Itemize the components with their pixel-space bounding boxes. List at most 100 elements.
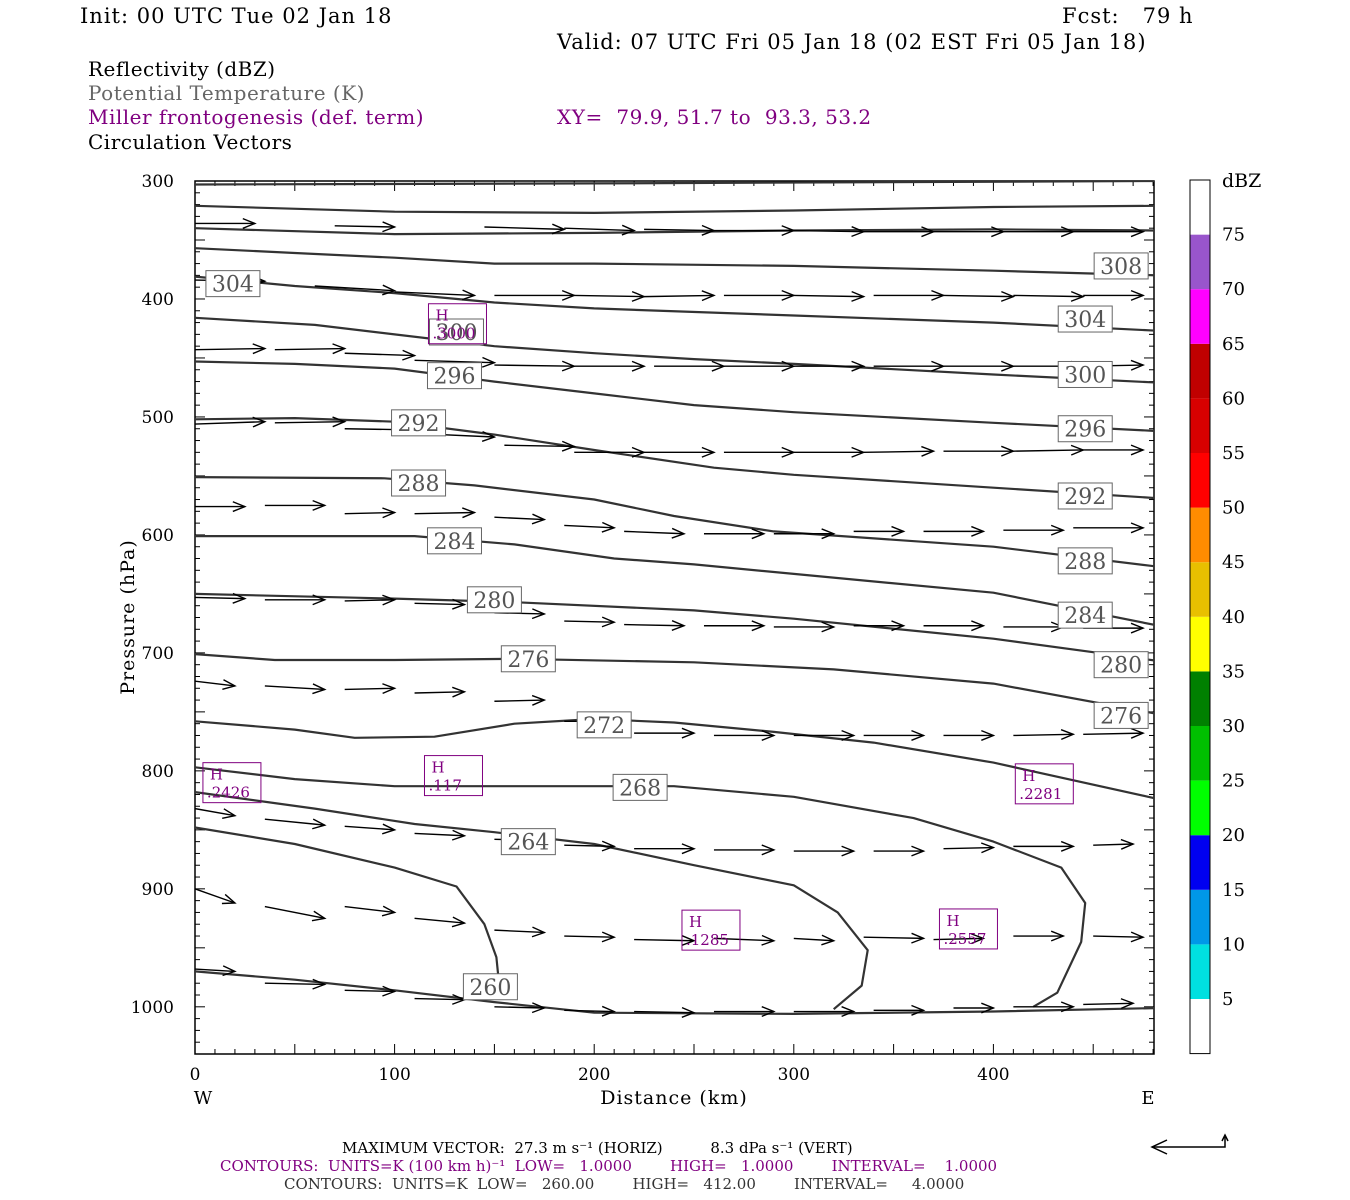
circulation-vector xyxy=(644,224,716,236)
circulation-vector xyxy=(644,446,716,458)
circulation-vector xyxy=(274,343,347,355)
vector-shaft xyxy=(943,294,1014,298)
circulation-vector xyxy=(1083,998,1136,1010)
frontogenesis-max-box xyxy=(938,908,998,950)
circulation-vector xyxy=(713,1006,776,1018)
colorbar-frame xyxy=(1189,179,1211,1055)
reference-vector-icon xyxy=(1150,1133,1229,1155)
vector-head xyxy=(911,845,926,857)
circulation-vector xyxy=(195,679,237,690)
frontogenesis-max-label: H xyxy=(1022,767,1035,785)
colorbar-cell xyxy=(1190,343,1210,399)
vector-head xyxy=(921,445,936,457)
circulation-vector xyxy=(923,525,986,537)
vector-shaft xyxy=(1013,733,1074,737)
vector-shaft xyxy=(624,623,685,627)
theta-contour xyxy=(195,316,1154,384)
vector-head xyxy=(671,620,686,631)
circulation-vector xyxy=(793,730,856,741)
circulation-vector xyxy=(873,845,926,857)
circulation-vector xyxy=(723,446,796,458)
vector-head xyxy=(461,289,477,301)
contour-label: 288 xyxy=(1064,550,1106,575)
contour-label-box xyxy=(391,409,447,437)
colorbar-cell xyxy=(1190,999,1210,1054)
vector-shaft xyxy=(264,905,325,920)
vector-head xyxy=(631,360,646,372)
cross-section-endpoints: XY= 79.9, 51.7 to 93.3, 53.2 xyxy=(557,105,872,129)
theta-contour xyxy=(195,227,1154,236)
x-tick-label: 400 xyxy=(977,1065,1009,1085)
frontogenesis-max-box xyxy=(1014,763,1074,805)
vector-shaft xyxy=(195,888,236,904)
vector-head xyxy=(232,592,247,604)
circulation-vector xyxy=(195,217,257,229)
vector-head xyxy=(1130,444,1145,456)
circulation-vector xyxy=(713,934,776,946)
vector-shaft xyxy=(264,818,325,826)
vector-shaft xyxy=(624,530,685,535)
colorbar-tick-label: 40 xyxy=(1222,607,1245,628)
vector-head xyxy=(561,440,577,452)
vector-shaft xyxy=(314,285,395,292)
vector-shaft xyxy=(494,929,545,934)
vector-head xyxy=(601,616,617,628)
circulation-vector xyxy=(494,513,547,525)
circulation-vector xyxy=(574,360,646,372)
vector-shaft xyxy=(564,1009,615,1013)
vector-head xyxy=(821,528,836,540)
colorbar-tick-label: 50 xyxy=(1222,498,1245,519)
vector-head xyxy=(481,356,497,368)
forecast-hour-label: Fcst: 79 h xyxy=(1062,4,1194,28)
vector-head xyxy=(222,965,237,977)
circulation-vector xyxy=(953,1002,996,1014)
vector-head xyxy=(981,1002,996,1014)
circulation-vector xyxy=(863,226,936,238)
circulation-vector xyxy=(624,527,686,539)
vector-head xyxy=(382,823,397,835)
circulation-vector xyxy=(873,289,946,301)
circulation-vector xyxy=(264,683,327,695)
colorbar-tick-label: 30 xyxy=(1222,716,1245,737)
y-tick-label: 800 xyxy=(142,762,174,782)
vector-head xyxy=(531,608,547,620)
frontogenesis-max-value: .1285 xyxy=(686,931,729,949)
circulation-vector xyxy=(494,289,577,301)
circulation-vector xyxy=(634,1007,696,1018)
colorbar-cell xyxy=(1190,180,1210,235)
circulation-vector xyxy=(923,620,986,632)
contour-label-box xyxy=(500,828,556,856)
vector-head xyxy=(462,507,477,519)
vector-head xyxy=(911,1004,926,1016)
circulation-vector xyxy=(414,686,467,698)
vector-head xyxy=(1060,729,1076,740)
theta-contour xyxy=(195,247,1154,277)
colorbar-cell xyxy=(1190,944,1210,999)
circulation-vector xyxy=(873,1004,926,1016)
vector-head xyxy=(312,594,327,606)
circulation-vector xyxy=(344,823,397,835)
vector-shaft xyxy=(414,917,465,924)
circulation-vector xyxy=(773,528,836,540)
contour-label: 300 xyxy=(435,321,477,346)
circulation-vector xyxy=(394,289,477,301)
frontogenesis-max-box xyxy=(681,909,741,951)
vector-head xyxy=(1050,930,1066,942)
contour-label-box xyxy=(428,318,484,346)
circulation-vector xyxy=(484,223,567,235)
circulation-vector xyxy=(793,1006,856,1018)
vector-head xyxy=(911,932,926,944)
vector-shaft xyxy=(414,602,465,606)
contour-label-box xyxy=(391,469,447,497)
circulation-vector xyxy=(1083,289,1145,301)
frontogenesis-max-label: H xyxy=(435,307,448,325)
circulation-vector xyxy=(564,616,617,628)
circulation-vector xyxy=(564,521,617,533)
circulation-vector xyxy=(793,290,866,302)
vector-shaft xyxy=(264,982,325,986)
vector-head xyxy=(1130,226,1145,238)
vector-head xyxy=(601,521,617,533)
y-tick-label: 1000 xyxy=(131,998,174,1018)
vector-shaft xyxy=(793,937,834,942)
